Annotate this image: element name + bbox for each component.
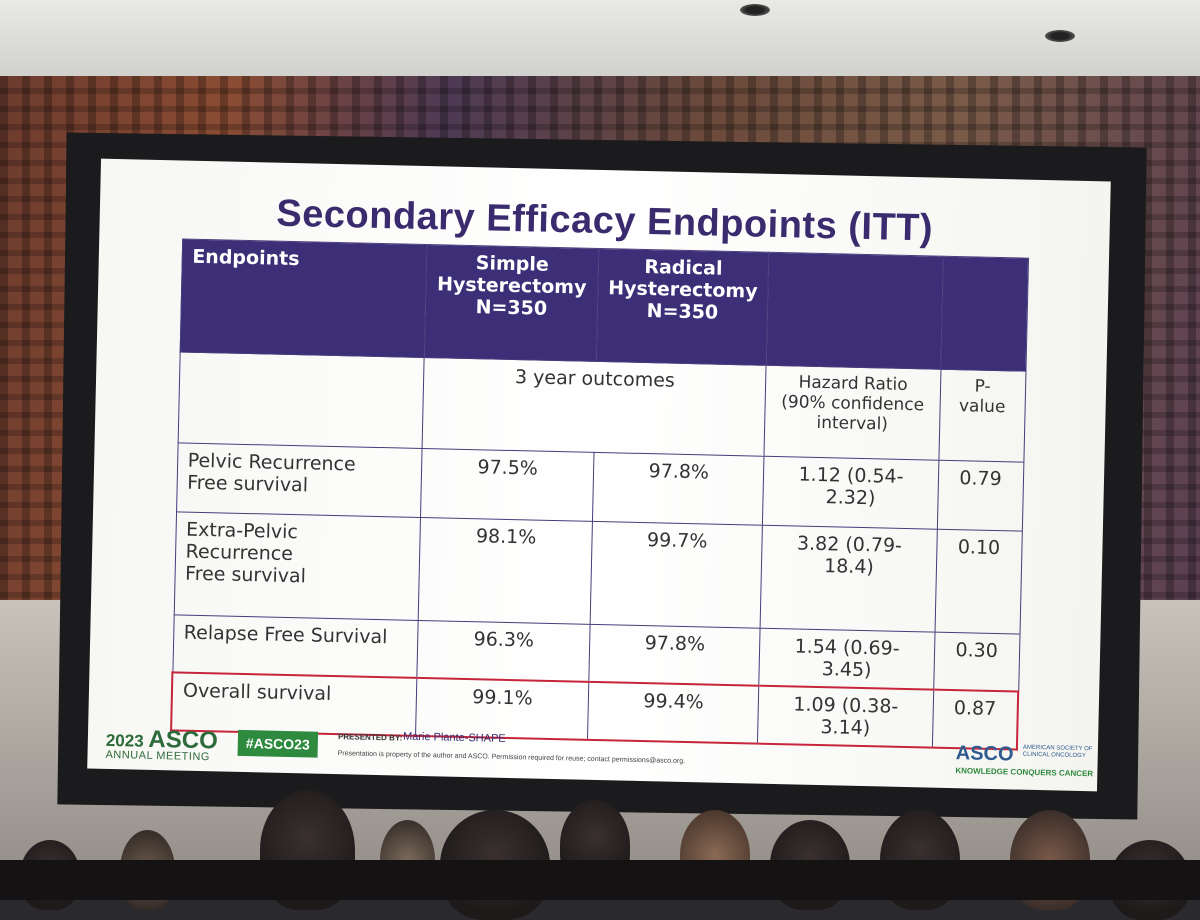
subheader-outcomes: 3 year outcomes xyxy=(422,357,767,457)
presenter-name: Marie Plante-SHAPE xyxy=(402,730,506,745)
hashtag-badge: #ASCO23 xyxy=(237,729,319,758)
simple-value: 96.3% xyxy=(416,620,591,682)
ceiling xyxy=(0,0,1200,80)
asco-tagline: KNOWLEDGE CONQUERS CANCER xyxy=(955,766,1094,779)
p-value: 0.10 xyxy=(934,529,1022,635)
table-row: Extra-Pelvic Recurrence Free survival 98… xyxy=(173,511,1022,635)
header-simple-hysterectomy: Simple Hysterectomy N=350 xyxy=(424,244,599,362)
hazard-ratio-value: 1.12 (0.54-2.32) xyxy=(762,456,939,530)
subheader-hazard-ratio: Hazard Ratio (90% confidence interval) xyxy=(764,365,941,461)
endpoint-cell: Extra-Pelvic Recurrence Free survival xyxy=(173,511,421,621)
header-empty xyxy=(766,252,944,370)
radical-value: 97.8% xyxy=(592,452,765,526)
presented-by-label: PRESENTED BY: xyxy=(337,732,403,743)
asco-logo: ASCO xyxy=(955,742,1014,766)
ceiling-light xyxy=(1045,30,1075,42)
subheader-empty xyxy=(177,351,425,449)
table-header-row: Endpoints Simple Hysterectomy N=350 Radi… xyxy=(179,238,1029,372)
endpoint-cell: Relapse Free Survival xyxy=(172,614,419,678)
ceiling-light xyxy=(740,4,770,16)
presentation-slide: Secondary Efficacy Endpoints (ITT) Endpo… xyxy=(87,158,1111,792)
hazard-ratio-value: 3.82 (0.79-18.4) xyxy=(760,525,937,633)
radical-value: 97.8% xyxy=(588,624,761,686)
header-empty xyxy=(940,256,1029,372)
society-name: AMERICAN SOCIETY OF CLINICAL ONCOLOGY xyxy=(1022,744,1093,760)
audience-shoulders xyxy=(0,860,1200,900)
hazard-ratio-value: 1.54 (0.69-3.45) xyxy=(759,628,935,690)
p-value: 0.79 xyxy=(936,460,1024,532)
copyright-disclaimer: Presentation is property of the author a… xyxy=(337,750,686,766)
annual-meeting-label: ANNUAL MEETING xyxy=(105,748,211,764)
subheader-p-value: P- value xyxy=(938,369,1026,463)
endpoint-cell: Pelvic Recurrence Free survival xyxy=(176,442,423,518)
p-value: 0.30 xyxy=(933,632,1020,692)
endpoints-table: Endpoints Simple Hysterectomy N=350 Radi… xyxy=(170,238,1029,750)
header-radical-hysterectomy: Radical Hysterectomy N=350 xyxy=(596,248,770,366)
meeting-year: 2023 xyxy=(105,730,144,751)
simple-value: 97.5% xyxy=(420,448,595,522)
simple-value: 98.1% xyxy=(418,517,593,625)
radical-value: 99.7% xyxy=(590,521,763,629)
header-endpoints: Endpoints xyxy=(179,238,427,358)
